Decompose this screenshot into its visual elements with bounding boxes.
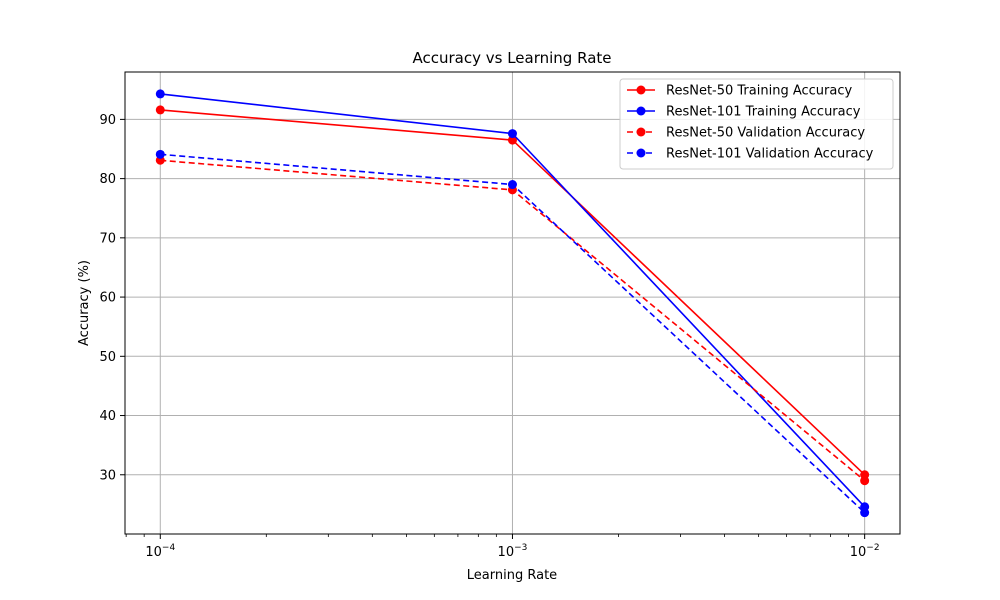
y-tick-label: 90 (99, 113, 116, 128)
legend-entry-label: ResNet-101 Validation Accuracy (666, 147, 874, 162)
data-point (860, 508, 870, 518)
legend-swatch-marker (636, 85, 646, 95)
legend-entry-label: ResNet-101 Training Accuracy (666, 105, 861, 120)
data-point (507, 135, 517, 145)
legend-swatch-marker (636, 148, 646, 158)
y-tick-label: 70 (99, 231, 116, 246)
axis-ticks: 10−4 10−3 10−2 30 40 50 60 70 80 90 (99, 113, 879, 560)
y-tick-label: 60 (99, 291, 116, 306)
legend-swatch-marker (636, 106, 646, 116)
y-axis-label: Accuracy (%) (77, 260, 92, 346)
y-tick-label: 50 (99, 350, 116, 365)
legend-entry-label: ResNet-50 Training Accuracy (666, 84, 852, 99)
data-point (860, 476, 870, 486)
x-tick-label: 10−4 (145, 543, 175, 560)
x-tick-label: 10−3 (498, 543, 528, 560)
legend-box (619, 78, 894, 170)
legend-entry-label: ResNet-50 Validation Accuracy (666, 126, 865, 141)
x-axis-label: Learning Rate (467, 568, 557, 583)
y-tick-label: 30 (99, 468, 116, 483)
data-point (507, 180, 517, 190)
y-tick-label: 80 (99, 172, 116, 187)
x-tick-label: 10−2 (850, 543, 880, 560)
legend: ResNet-50 Training Accuracy ResNet-101 Tr… (619, 78, 894, 170)
data-point (155, 105, 165, 115)
chart-title: Accuracy vs Learning Rate (413, 49, 612, 67)
y-tick-label: 40 (99, 409, 116, 424)
data-point (507, 129, 517, 139)
legend-swatch-marker (636, 127, 646, 137)
data-point (155, 149, 165, 159)
series-group (155, 89, 870, 518)
data-point (155, 89, 165, 99)
